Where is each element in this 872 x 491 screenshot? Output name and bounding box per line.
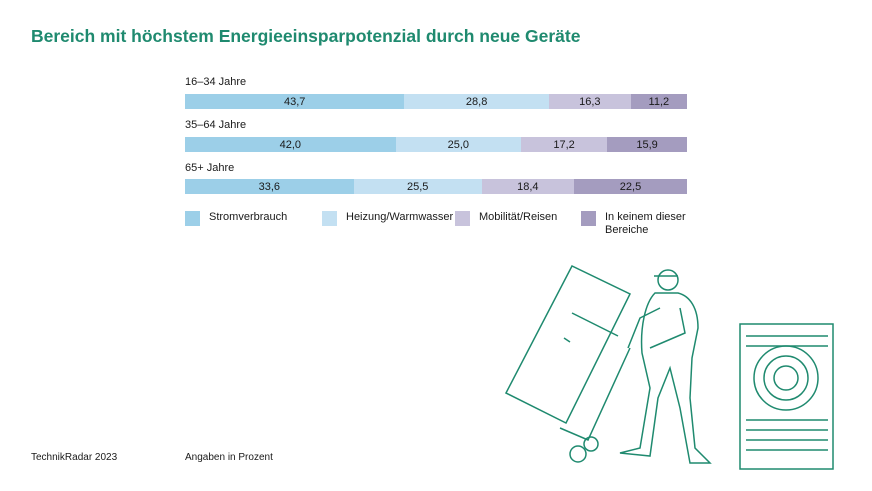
stacked-bar: 33,6 25,5 18,4 22,5: [185, 179, 687, 194]
legend-swatch: [322, 211, 337, 226]
bar-segment: 11,2: [630, 94, 687, 109]
legend-swatch: [581, 211, 596, 226]
group-label: 35–64 Jahre: [185, 119, 247, 131]
bar-segment: 17,2: [520, 137, 608, 152]
bar-segment: 43,7: [185, 94, 405, 109]
group-label: 65+ Jahre: [185, 162, 235, 174]
bar-segment: 22,5: [574, 179, 687, 194]
legend-item: Stromverbrauch: [185, 211, 287, 226]
bar-segment: 42,0: [185, 137, 396, 152]
legend-label: In keinem dieser Bereiche: [605, 211, 686, 236]
unit-note: Angaben in Prozent: [185, 452, 273, 463]
legend-label: Mobilität/Reisen: [479, 211, 558, 223]
bar-segment: 28,8: [404, 94, 549, 109]
bar-segment: 16,3: [548, 94, 631, 109]
source-label: TechnikRadar 2023: [31, 452, 118, 463]
chart-title: Bereich mit höchstem Energieeinsparpoten…: [31, 26, 581, 46]
hand-truck-icon: [559, 347, 631, 463]
stacked-bar: 42,0 25,0 17,2 15,9: [185, 137, 687, 152]
worker-icon: [619, 269, 712, 464]
illustration-mover-fridge-heatpump: [504, 265, 834, 470]
legend-swatch: [185, 211, 200, 226]
legend-item: In keinem dieser Bereiche: [581, 211, 705, 237]
bar-segment: 25,5: [353, 179, 482, 194]
heat-pump-icon: [739, 323, 834, 470]
bar-segment: 15,9: [607, 137, 687, 152]
legend-swatch: [455, 211, 470, 226]
bar-segment: 33,6: [185, 179, 354, 194]
bar-segment: 25,0: [395, 137, 521, 152]
legend-label: Heizung/Warmwasser: [346, 211, 454, 223]
stacked-bar: 43,7 28,8 16,3 11,2: [185, 94, 687, 109]
fridge-icon: [504, 265, 632, 425]
legend-item: Heizung/Warmwasser: [322, 211, 453, 226]
legend-item: Mobilität/Reisen: [455, 211, 557, 226]
group-label: 16–34 Jahre: [185, 76, 247, 88]
bar-segment: 18,4: [481, 179, 575, 194]
legend-label: Stromverbrauch: [209, 211, 288, 223]
